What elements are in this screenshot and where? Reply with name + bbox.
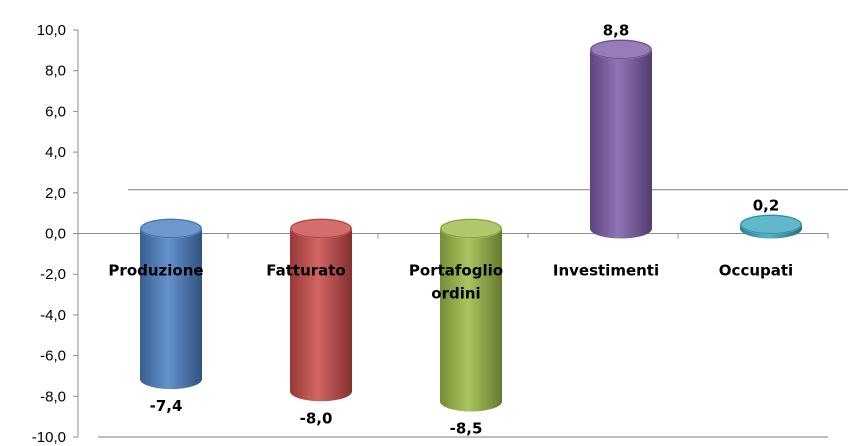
bar-cap xyxy=(740,214,802,235)
data-label: -8,0 xyxy=(300,409,333,427)
category-label: Fatturato xyxy=(266,262,346,280)
bar-body xyxy=(590,49,652,239)
category-label: Occupati xyxy=(719,262,793,280)
category-label: Produzione xyxy=(108,262,203,280)
y-tick-label: -10,0 xyxy=(32,429,66,446)
data-label: -7,4 xyxy=(150,397,183,415)
bar-investimenti xyxy=(590,39,652,239)
y-tick-label: -8,0 xyxy=(40,388,66,405)
bar-cap-edge xyxy=(590,40,652,59)
bar-cap xyxy=(140,218,202,239)
category-label: Portafoglio xyxy=(409,262,503,280)
bars xyxy=(140,39,802,412)
y-tick-label: 8,0 xyxy=(45,63,66,80)
y-tick-label: 10,0 xyxy=(37,22,66,39)
bar-body xyxy=(440,228,502,412)
bar-cap-edge xyxy=(290,219,352,238)
y-tick-label: -2,0 xyxy=(40,266,66,283)
bar-cap-edge xyxy=(740,215,802,234)
category-label: Investimenti xyxy=(553,262,659,280)
y-tick-label: 2,0 xyxy=(45,185,66,202)
y-tick-label: -4,0 xyxy=(40,307,66,324)
bar-fatturato xyxy=(290,218,352,402)
y-tick-label: 0,0 xyxy=(45,226,66,243)
bar-cap xyxy=(290,218,352,239)
bar-body xyxy=(140,228,202,390)
bar-body xyxy=(290,228,352,402)
data-label: 0,2 xyxy=(753,196,780,214)
bar-cap-edge xyxy=(440,219,502,238)
y-tick-label: 4,0 xyxy=(45,144,66,161)
bar-produzione xyxy=(140,218,202,390)
bar-cap xyxy=(440,218,502,239)
data-label: 8,8 xyxy=(603,21,630,39)
bar-cap-edge xyxy=(140,219,202,238)
bar-portafoglio-ordini xyxy=(440,218,502,412)
bar-cap xyxy=(590,39,652,60)
bar-occupati xyxy=(740,214,802,239)
category-label: ordini xyxy=(431,285,480,303)
axes: 10,0 8,0 6,0 4,0 2,0 0,0 -2,0 -4,0 -6,0 -8,0 -10,0 xyxy=(32,22,848,446)
y-tick-label: 6,0 xyxy=(45,103,66,120)
data-label: -8,5 xyxy=(450,419,483,437)
labels: -7,4 -8,0 -8,5 8,8 0,2 Produzione Fatturato Por… xyxy=(108,21,793,437)
y-tick-label: -6,0 xyxy=(40,348,66,365)
